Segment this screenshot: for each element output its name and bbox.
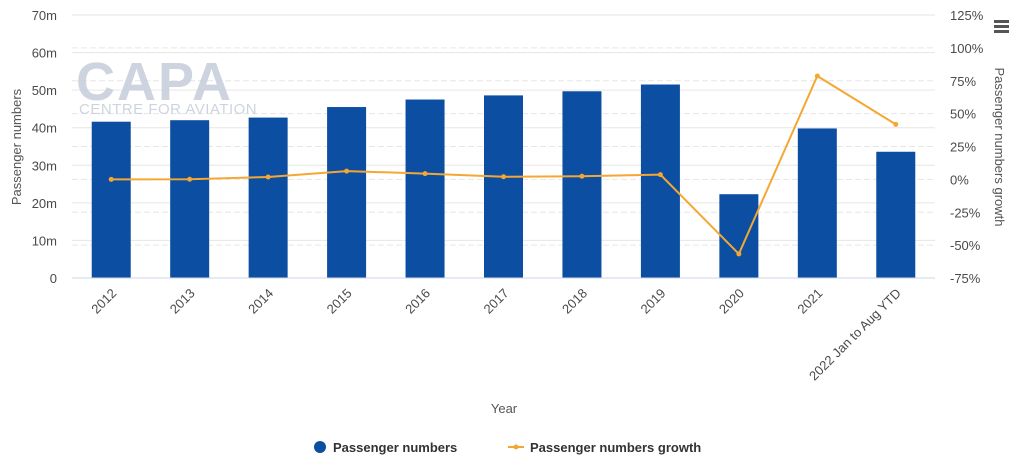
hamburger-menu-icon[interactable] — [990, 18, 1012, 38]
x-tick-label: 2019 — [637, 286, 668, 317]
right-tick-label: -50% — [950, 238, 981, 253]
left-tick-label: 0 — [50, 271, 57, 286]
line-point[interactable] — [265, 174, 271, 180]
bar[interactable] — [170, 120, 210, 278]
legend-bar-marker — [314, 441, 326, 453]
line-point[interactable] — [814, 73, 820, 79]
bar[interactable] — [562, 91, 602, 279]
legend-label: Passenger numbers — [333, 440, 457, 455]
left-axis: 0 10m 20m 30m 40m 50m 60m 70m — [32, 8, 57, 286]
x-tick-label: 2020 — [716, 286, 747, 317]
right-tick-label: 0% — [950, 172, 969, 187]
line-series — [108, 73, 899, 257]
line-point[interactable] — [108, 176, 114, 182]
right-tick-label: 25% — [950, 140, 976, 155]
right-axis: -75% -50% -25% 0% 25% 50% 75% 100% 125% — [950, 8, 984, 286]
bar[interactable] — [797, 128, 837, 278]
line-point[interactable] — [736, 251, 742, 257]
watermark: CAPA CENTRE FOR AVIATION — [76, 52, 257, 118]
bar-series — [91, 84, 916, 279]
line-point[interactable] — [893, 121, 899, 127]
left-tick-label: 60m — [32, 46, 57, 61]
watermark-logo: CAPA — [76, 52, 233, 112]
right-tick-label: -75% — [950, 271, 981, 286]
line-point[interactable] — [422, 171, 428, 177]
left-axis-title: Passenger numbers — [9, 88, 24, 205]
legend-line-dot — [513, 444, 519, 450]
right-axis-title: Passenger numbers growth — [992, 68, 1007, 227]
left-tick-label: 50m — [32, 83, 57, 98]
legend-item-passenger-numbers[interactable]: Passenger numbers — [314, 440, 457, 455]
x-tick-label: 2016 — [402, 286, 433, 317]
left-tick-label: 30m — [32, 158, 57, 173]
left-tick-label: 70m — [32, 8, 57, 23]
legend-item-passenger-numbers-growth[interactable]: Passenger numbers growth — [508, 440, 701, 455]
line-point[interactable] — [501, 174, 506, 180]
left-tick-label: 10m — [32, 233, 57, 248]
x-axis: 2012 2013 2014 2015 2016 2017 2018 2019 2020 2021… — [72, 277, 935, 383]
bar[interactable] — [484, 95, 523, 278]
bar[interactable] — [327, 107, 367, 278]
x-tick-label: 2014 — [245, 286, 276, 317]
right-tick-label: 125% — [950, 8, 984, 23]
right-tick-label: 100% — [950, 41, 984, 56]
bar[interactable] — [640, 84, 680, 278]
x-tick-label: 2018 — [559, 286, 590, 317]
x-tick-label: 2012 — [88, 286, 119, 317]
line-point[interactable] — [344, 168, 350, 174]
left-tick-label: 20m — [32, 196, 57, 211]
x-tick-label: 2013 — [167, 286, 198, 317]
left-tick-label: 40m — [32, 121, 57, 136]
x-tick-label: 2015 — [324, 286, 355, 317]
right-tick-label: 75% — [950, 74, 976, 89]
bar[interactable] — [91, 121, 131, 279]
bar[interactable] — [719, 194, 759, 278]
x-tick-label: 2021 — [794, 286, 825, 317]
bar[interactable] — [405, 99, 445, 279]
right-tick-label: 50% — [950, 107, 976, 122]
legend-label: Passenger numbers growth — [530, 440, 701, 455]
x-axis-title: Year — [491, 401, 518, 416]
x-tick-label: 2017 — [481, 286, 512, 317]
bar[interactable] — [248, 117, 288, 278]
watermark-subtitle: CENTRE FOR AVIATION — [79, 101, 257, 118]
line-point[interactable] — [657, 172, 663, 178]
line-point[interactable] — [187, 176, 193, 182]
legend: Passenger numbers Passenger numbers grow… — [314, 440, 701, 455]
right-tick-label: -25% — [950, 205, 981, 220]
line-point[interactable] — [579, 173, 585, 179]
bar[interactable] — [876, 151, 916, 278]
